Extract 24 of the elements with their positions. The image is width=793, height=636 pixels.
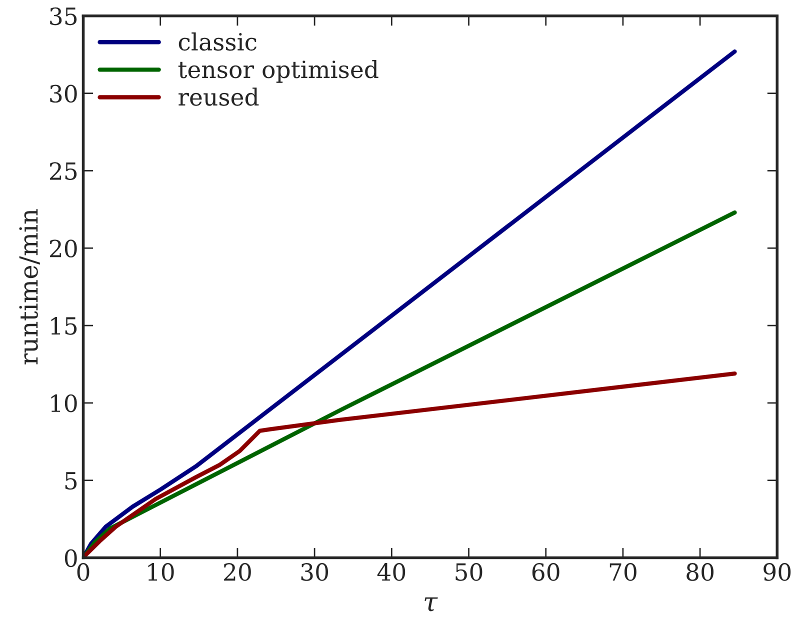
legend-label: classic xyxy=(178,32,256,51)
y-tick-label: 15 xyxy=(51,316,77,335)
x-tick-label: 90 xyxy=(764,563,791,581)
x-tick-label: 0 xyxy=(77,563,90,581)
x-tick-label: 40 xyxy=(377,563,406,581)
legend-label: reused xyxy=(178,88,259,106)
y-tick-label: 5 xyxy=(65,472,77,490)
line-series xyxy=(83,371,737,558)
x-tick-label: 60 xyxy=(532,563,560,581)
y-tick-label: 30 xyxy=(50,84,77,103)
y-tick-label: 35 xyxy=(50,7,77,26)
legend-label: tensor optimised xyxy=(178,60,378,83)
y-tick-label: 20 xyxy=(50,240,77,258)
x-tick-label: 20 xyxy=(224,563,251,581)
x-tick-label: 70 xyxy=(610,563,636,581)
y-tick-label: 0 xyxy=(64,549,77,568)
x-tick-label: 50 xyxy=(456,563,482,581)
y-axis-title: runtime/min xyxy=(19,209,40,364)
y-tick-label: 25 xyxy=(50,162,77,180)
x-axis-title: τ xyxy=(424,597,438,612)
x-tick-label: 30 xyxy=(301,563,328,581)
y-tick-label: 10 xyxy=(51,394,77,412)
x-tick-label: 80 xyxy=(686,563,714,581)
x-tick-label: 10 xyxy=(148,563,174,581)
